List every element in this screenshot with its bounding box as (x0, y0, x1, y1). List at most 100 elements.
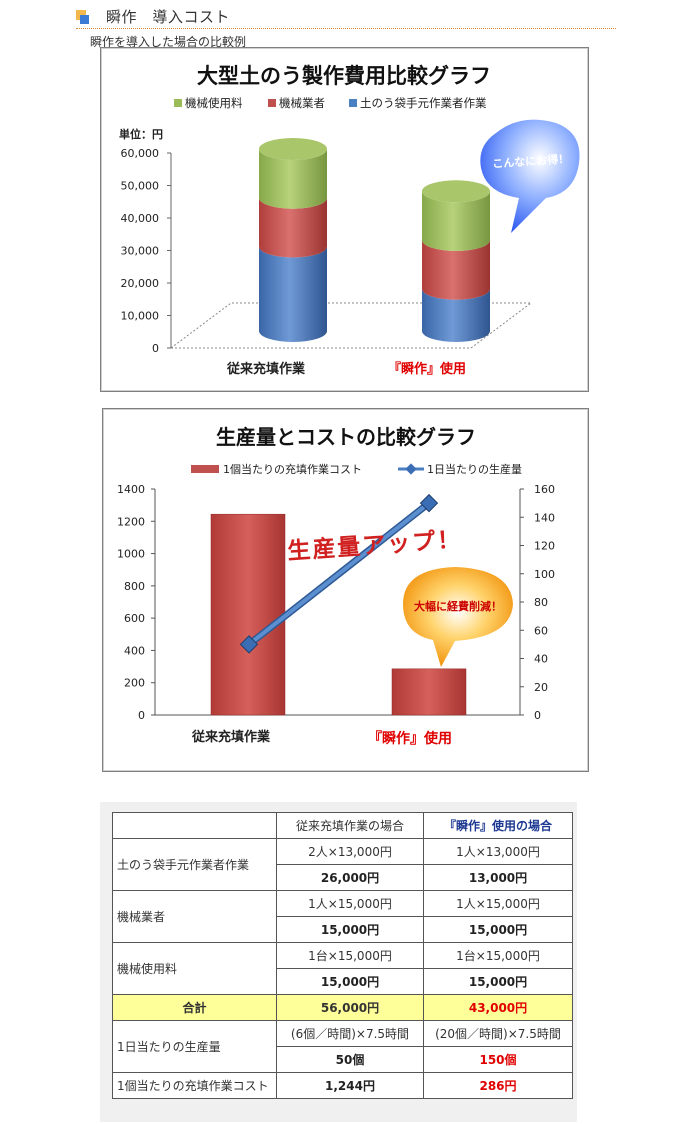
table-header-conventional: 従来充填作業の場合 (276, 812, 424, 839)
legend-swatch-machine-operator (268, 99, 276, 107)
chart2-left-tick-label: 1200 (117, 515, 145, 528)
chart2-left-tick-label: 600 (124, 612, 145, 625)
chart2-left-tick-label: 1400 (117, 483, 145, 496)
section-header: 瞬作 導入コスト (76, 6, 616, 29)
chart1-bar-body (422, 288, 490, 342)
chart1-y-tick-label: 20,000 (121, 277, 160, 290)
chart2-left-tick-label: 400 (124, 644, 145, 657)
chart1-bar-cap (259, 138, 327, 160)
chart2-right-tick-label: 60 (534, 624, 548, 637)
chart1-unit-label: 単位：円 (119, 127, 163, 141)
table-cell: 15,000円 (276, 968, 424, 995)
table-cell: 15,000円 (423, 968, 573, 995)
table-row: 1個当たりの充填作業コスト 1,244円 286円 (112, 1072, 573, 1099)
chart2-right-tick-label: 140 (534, 511, 555, 524)
chart1-y-tick-label: 0 (152, 342, 159, 355)
table-cell: 1人×13,000円 (423, 838, 573, 865)
row-label-cost-per-unit: 1個当たりの充填作業コスト (112, 1072, 277, 1099)
chart1-bar-0-2 (259, 138, 327, 209)
total-label: 合計 (112, 994, 277, 1021)
callout-text-orange: 大幅に経費削減！ (414, 599, 502, 613)
legend-swatch-manual-work (349, 99, 357, 107)
total-conventional: 56,000円 (276, 994, 424, 1021)
row-label-production: 1日当たりの生産量 (112, 1020, 277, 1073)
legend-machine-operator: 機械業者 (279, 96, 325, 110)
table-row: 機械業者 1人×15,000円 1人×15,000円 (112, 890, 573, 943)
section-title: 瞬作 導入コスト (106, 8, 231, 26)
table-header-empty (112, 812, 277, 839)
table-cell: 286円 (423, 1072, 573, 1099)
chart1-bar-body (259, 246, 327, 342)
chart1-category-1: 『瞬作』使用 (388, 361, 466, 377)
chart2-left-tick-label: 800 (124, 580, 145, 593)
chart2-legend: 1個当たりの充填作業コスト 1日当たりの生産量 (191, 462, 522, 476)
chart1-bar-0-1 (259, 197, 327, 258)
table-row: 1日当たりの生産量 (6個／時間)×7.5時間 (20個／時間)×7.5時間 (112, 1020, 573, 1073)
legend-swatch-cost (191, 465, 219, 473)
callout-bubble-blue (480, 119, 580, 233)
cost-table-panel: 従来充填作業の場合 『瞬作』使用の場合 土のう袋手元作業者作業 2人×13,00… (100, 802, 577, 1122)
cost-comparison-chart-svg: 大型土のう製作費用比較グラフ 機械使用料 機械業者 土のう袋手元作業者作業 単位… (119, 64, 580, 377)
table-cell: (20個／時間)×7.5時間 (423, 1020, 573, 1047)
legend-manual-work: 土のう袋手元作業者作業 (360, 96, 487, 110)
chart2-left-tick-label: 0 (138, 709, 145, 722)
chart1-y-tick-label: 30,000 (121, 245, 160, 258)
chart1-callout: こんなにお得！ (480, 119, 580, 233)
table-row: 50個 150個 (113, 1046, 573, 1073)
production-cost-chart-svg: 生産量とコストの比較グラフ 1個当たりの充填作業コスト 1日当たりの生産量 0 2… (117, 425, 555, 747)
table-cell: 1台×15,000円 (423, 942, 573, 969)
total-shunsaku: 43,000円 (423, 994, 573, 1021)
chart2-right-tick-label: 120 (534, 540, 555, 553)
chart2-right-tick-label: 80 (534, 596, 548, 609)
callout-text-blue: こんなにお得！ (492, 151, 570, 170)
chart2-right-tick-label: 40 (534, 653, 548, 666)
table-cell: 1人×15,000円 (423, 890, 573, 917)
chart1-bar-1-2 (422, 180, 490, 251)
chart2-annotation: 生産量アップ！ (287, 526, 463, 565)
table-row: 土のう袋手元作業者作業 2人×13,000円 1人×13,000円 (112, 838, 573, 891)
row-label-manual-work: 土のう袋手元作業者作業 (112, 838, 277, 891)
chart2-bar-0 (210, 513, 286, 716)
table-total-row: 合計 56,000円 43,000円 (112, 994, 573, 1021)
chart1-bar-body (259, 197, 327, 258)
legend-production: 1日当たりの生産量 (427, 462, 522, 476)
table-cell: 50個 (276, 1046, 424, 1073)
chart2-line-point-1 (419, 493, 439, 513)
table-cell: 1人×15,000円 (276, 890, 424, 917)
chart1-legend: 機械使用料 機械業者 土のう袋手元作業者作業 (174, 96, 487, 110)
table-cell: 150個 (423, 1046, 573, 1073)
chart1-y-tick-label: 50,000 (121, 180, 160, 193)
table-cell: 13,000円 (423, 864, 573, 891)
table-row: 機械使用料 1台×15,000円 1台×15,000円 (112, 942, 573, 995)
chart2-title: 生産量とコストの比較グラフ (216, 425, 476, 449)
chart1-bar-1-1 (422, 240, 490, 300)
chart1-y-tick-label: 60,000 (121, 147, 160, 160)
chart2-line-point-0 (239, 635, 259, 654)
table-row: 15,000円 15,000円 (113, 916, 573, 943)
table-cell: 1台×15,000円 (276, 942, 424, 969)
table-cell: 26,000円 (276, 864, 424, 891)
chart2-line-series (247, 501, 431, 646)
table-header-row: 従来充填作業の場合 『瞬作』使用の場合 (112, 812, 573, 839)
chart1-bar-cap (422, 180, 490, 203)
chart2-right-tick-label: 160 (534, 483, 555, 496)
chart2-bars (210, 513, 467, 716)
chart1-bar-0-0 (259, 246, 327, 342)
production-cost-chart: 生産量とコストの比較グラフ 1個当たりの充填作業コスト 1日当たりの生産量 0 2… (102, 408, 589, 772)
table-cell: 1,244円 (276, 1072, 424, 1099)
chart2-axis: 0 200 400 600 800 1000 1200 1400 0 20 40 60 80 100 120… (117, 483, 555, 722)
cost-comparison-chart: 大型土のう製作費用比較グラフ 機械使用料 機械業者 土のう袋手元作業者作業 単位… (100, 47, 589, 392)
chart1-y-tick-label: 40,000 (121, 212, 160, 225)
legend-cost: 1個当たりの充填作業コスト (223, 462, 362, 476)
chart2-bar-1 (391, 668, 467, 716)
chart2-right-tick-label: 0 (534, 709, 541, 722)
row-label-machine-operator: 機械業者 (112, 890, 277, 943)
page-subtitle: 瞬作を導入した場合の比較例 (90, 35, 247, 49)
chart2-left-tick-label: 1000 (117, 548, 145, 561)
chart1-y-tick-label: 10,000 (121, 310, 160, 323)
chart2-right-tick-label: 20 (534, 681, 548, 694)
table-header-shunsaku: 『瞬作』使用の場合 (423, 812, 573, 839)
table-cell: 15,000円 (276, 916, 424, 943)
chart1-bar-body (422, 191, 490, 251)
chart1-bars (259, 138, 490, 342)
